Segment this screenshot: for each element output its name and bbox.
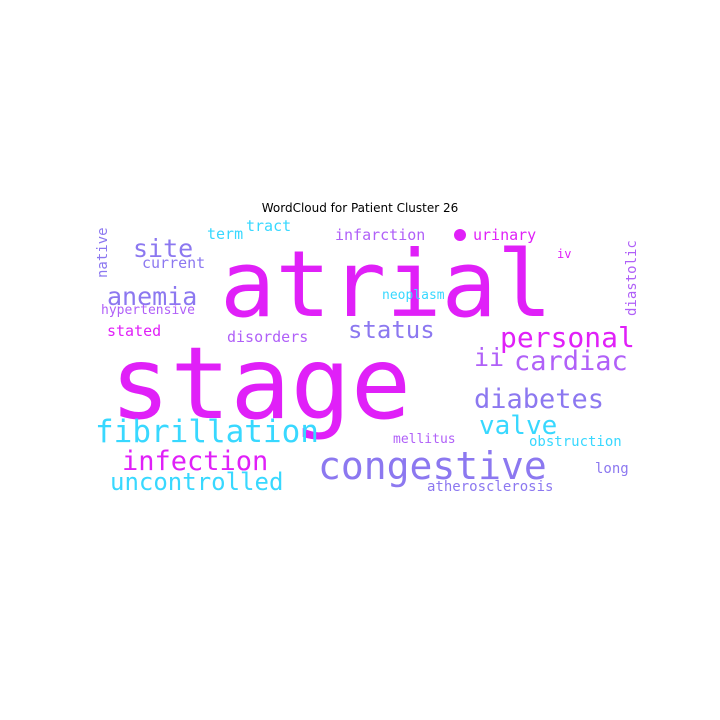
word-ii: ii: [474, 343, 504, 372]
word-term: term: [207, 225, 243, 243]
word-infarction: infarction: [335, 226, 425, 244]
word-status: status: [348, 316, 435, 344]
word-diastolic: diastolic: [624, 240, 640, 316]
word-stage: stage: [110, 325, 411, 442]
chart-title: WordCloud for Patient Cluster 26: [261, 201, 459, 215]
word-iv: iv: [557, 247, 571, 261]
word-disorders: disorders: [227, 328, 308, 346]
word-infection: infection: [122, 446, 268, 477]
word-cardiac: cardiac: [514, 346, 628, 377]
word-anemia: anemia: [107, 282, 197, 311]
word-personal: personal: [500, 321, 635, 354]
word-dot-mark: [454, 229, 466, 241]
word-neoplasm: neoplasm: [382, 288, 445, 303]
word-site: site: [133, 234, 193, 263]
word-mellitus: mellitus: [393, 432, 456, 447]
word-diabetes: diabetes: [474, 384, 604, 415]
word-tract: tract: [246, 217, 291, 235]
word-current: current: [142, 254, 205, 272]
word-uncontrolled: uncontrolled: [110, 468, 283, 496]
word-hypertensive: hypertensive: [101, 303, 195, 318]
word-atherosclerosis: atherosclerosis: [427, 479, 553, 495]
word-fibrillation: fibrillation: [95, 414, 319, 450]
word-urinary: urinary: [473, 226, 536, 244]
word-long: long: [595, 461, 629, 477]
word-native: native: [95, 227, 111, 278]
word-valve: valve: [479, 411, 557, 441]
word-stated: stated: [107, 322, 161, 340]
word-atrial: atrial: [220, 231, 552, 338]
word-obstruction: obstruction: [529, 434, 622, 450]
word-congestive: congestive: [318, 444, 547, 488]
